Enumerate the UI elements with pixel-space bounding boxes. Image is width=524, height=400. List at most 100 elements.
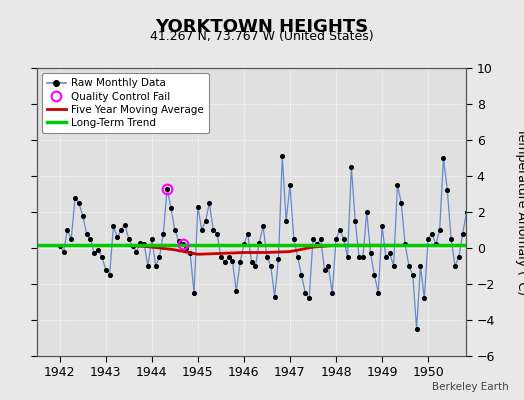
Point — [178, 241, 187, 248]
Point — [259, 223, 267, 230]
Point — [67, 236, 75, 242]
Point — [301, 290, 310, 296]
Point — [374, 290, 383, 296]
Point — [171, 227, 179, 233]
Point — [328, 290, 336, 296]
Point — [293, 254, 302, 260]
Point — [278, 153, 287, 159]
Point — [409, 272, 417, 278]
Point — [236, 259, 244, 266]
Point — [209, 227, 217, 233]
Point — [297, 272, 305, 278]
Point — [324, 263, 333, 269]
Point — [474, 218, 482, 224]
Point — [186, 250, 194, 257]
Point — [132, 248, 140, 255]
Point — [244, 230, 252, 237]
Point — [343, 254, 352, 260]
Point — [198, 227, 206, 233]
Point — [416, 263, 424, 269]
Point — [98, 254, 106, 260]
Point — [340, 236, 348, 242]
Point — [205, 200, 214, 206]
Point — [94, 246, 102, 253]
Point — [63, 227, 72, 233]
Point — [405, 263, 413, 269]
Point — [86, 236, 95, 242]
Point — [255, 239, 264, 246]
Point — [267, 263, 275, 269]
Point — [286, 182, 294, 188]
Point — [363, 209, 371, 215]
Point — [401, 241, 409, 248]
Point — [105, 272, 114, 278]
Point — [174, 238, 183, 244]
Point — [232, 288, 241, 294]
Point — [228, 258, 237, 264]
Point — [125, 236, 133, 242]
Point — [71, 194, 79, 201]
Point — [79, 212, 87, 219]
Point — [144, 263, 152, 269]
Point — [167, 205, 175, 212]
Point — [512, 133, 521, 140]
Point — [217, 254, 225, 260]
Point — [489, 194, 498, 201]
Point — [432, 241, 440, 248]
Point — [90, 250, 99, 257]
Point — [213, 230, 221, 237]
Point — [466, 227, 475, 233]
Y-axis label: Temperature Anomaly (°C): Temperature Anomaly (°C) — [515, 128, 524, 296]
Point — [75, 200, 83, 206]
Point — [389, 263, 398, 269]
Point — [320, 266, 329, 273]
Point — [313, 241, 321, 248]
Point — [336, 227, 344, 233]
Point — [263, 254, 271, 260]
Point — [151, 263, 160, 269]
Point — [190, 290, 198, 296]
Point — [393, 182, 401, 188]
Point — [485, 200, 494, 206]
Point — [493, 241, 501, 248]
Point — [182, 245, 191, 251]
Point — [458, 230, 467, 237]
Point — [56, 243, 64, 250]
Point — [443, 187, 452, 194]
Text: YORKTOWN HEIGHTS: YORKTOWN HEIGHTS — [156, 18, 368, 36]
Point — [497, 254, 505, 260]
Point — [366, 250, 375, 257]
Point — [194, 203, 202, 210]
Point — [455, 254, 463, 260]
Text: 41.267 N, 73.767 W (United States): 41.267 N, 73.767 W (United States) — [150, 30, 374, 43]
Point — [270, 294, 279, 300]
Point — [347, 164, 356, 170]
Point — [378, 223, 386, 230]
Point — [428, 230, 436, 237]
Point — [201, 218, 210, 224]
Point — [224, 254, 233, 260]
Point — [424, 236, 432, 242]
Point — [355, 254, 363, 260]
Point — [470, 200, 478, 206]
Point — [359, 254, 367, 260]
Point — [439, 155, 447, 161]
Point — [386, 250, 394, 257]
Point — [136, 239, 145, 246]
Point — [282, 218, 290, 224]
Point — [102, 266, 110, 273]
Point — [82, 230, 91, 237]
Point — [351, 218, 359, 224]
Point — [239, 241, 248, 248]
Point — [59, 248, 68, 255]
Point — [451, 263, 459, 269]
Text: Berkeley Earth: Berkeley Earth — [432, 382, 508, 392]
Point — [505, 230, 513, 237]
Point — [420, 295, 429, 302]
Point — [109, 223, 117, 230]
Point — [482, 236, 490, 242]
Point — [316, 236, 325, 242]
Point — [159, 230, 168, 237]
Point — [221, 259, 229, 266]
Point — [113, 234, 122, 240]
